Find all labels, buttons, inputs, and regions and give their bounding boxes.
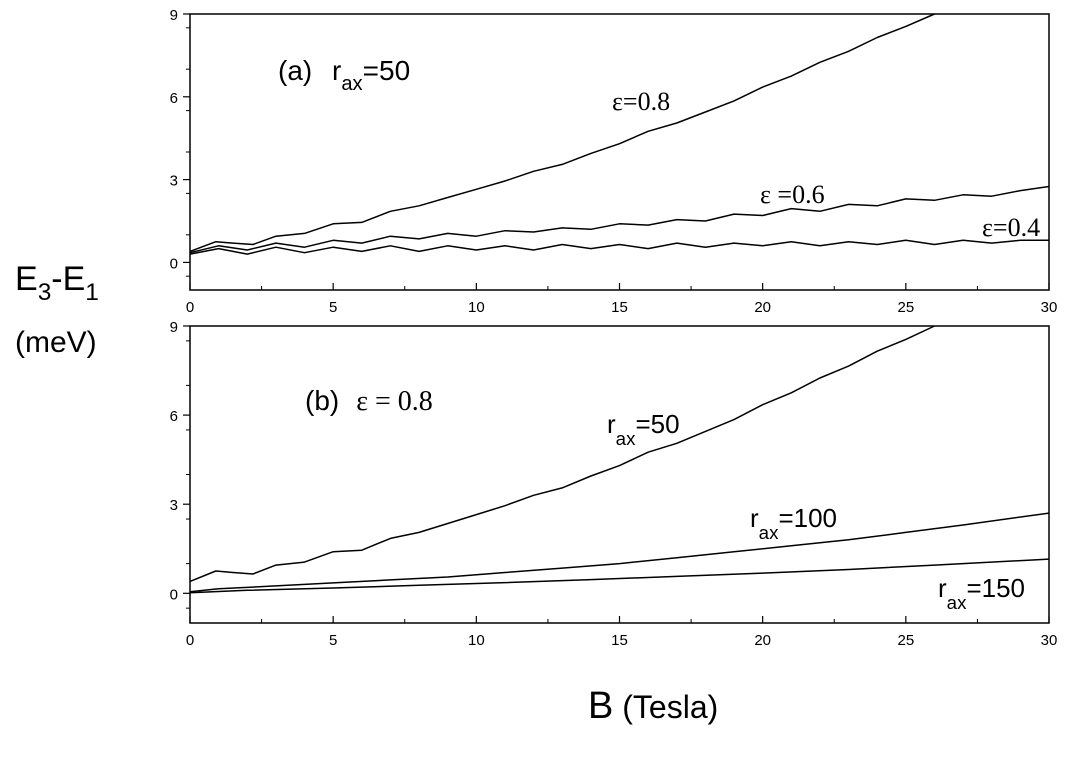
x-tick-label: 0 — [186, 299, 194, 316]
x-tick-label: 0 — [186, 632, 194, 649]
series-label-rax-50: rax=50 — [607, 409, 680, 449]
series-line-b-2 — [189, 558, 1050, 594]
x-tick-label: 15 — [611, 299, 628, 316]
series-line-b-1 — [189, 512, 1050, 593]
series-line-a-0 — [189, 13, 935, 253]
shared-x-axis-label: B (Tesla) — [588, 685, 718, 727]
series-label-rax-150: rax=150 — [938, 573, 1025, 613]
y-tick-label: 0 — [170, 255, 178, 272]
y-tick-label: 0 — [170, 586, 178, 603]
series-line-a-1 — [189, 185, 1050, 254]
series-label-eps-0.8: ε=0.8 — [612, 87, 670, 116]
x-tick-label: 10 — [468, 632, 485, 649]
panel-b-lines — [189, 325, 1050, 594]
x-tick-label: 15 — [611, 632, 628, 649]
x-tick-label: 25 — [897, 299, 914, 316]
series-line-b-0 — [189, 325, 935, 583]
x-tick-label: 25 — [897, 632, 914, 649]
series-label-rax-100: rax=100 — [750, 503, 837, 543]
y-tick-label: 9 — [170, 7, 178, 24]
shared-y-axis-unit: (meV) — [15, 326, 97, 359]
panel-a-plot: 0 5 10 15 20 25 30 0 3 6 9 (a) rax=50 ε=0.8 ε =0.6… — [170, 7, 1058, 316]
x-tick-label: 20 — [754, 299, 771, 316]
panel-b-plot: 0 5 10 15 20 25 30 0 3 6 9 (b) ε = 0.8 rax=50 rax=… — [170, 319, 1058, 649]
shared-y-axis-label: E3-E1 — [15, 260, 99, 306]
x-tick-label: 30 — [1041, 299, 1058, 316]
panel-b-annotation: (b) ε = 0.8 — [305, 385, 433, 417]
x-tick-label: 10 — [468, 299, 485, 316]
x-tick-label: 5 — [329, 632, 337, 649]
panel-a-lines — [189, 13, 1050, 255]
panel-b-ticks: 0 5 10 15 20 25 30 0 3 6 9 — [170, 319, 1058, 649]
series-label-eps-0.4: ε=0.4 — [982, 213, 1040, 242]
y-tick-label: 3 — [170, 173, 178, 190]
panel-a-ticks: 0 5 10 15 20 25 30 0 3 6 9 — [170, 7, 1058, 316]
x-tick-label: 30 — [1041, 632, 1058, 649]
x-tick-label: 5 — [329, 299, 337, 316]
y-tick-label: 3 — [170, 497, 178, 514]
y-tick-label: 9 — [170, 319, 178, 336]
y-tick-label: 6 — [170, 408, 178, 425]
series-line-a-2 — [189, 239, 1049, 255]
y-tick-label: 6 — [170, 90, 178, 107]
panel-a-annotation: (a) rax=50 — [278, 55, 410, 95]
series-label-eps-0.6: ε =0.6 — [760, 180, 825, 209]
x-tick-label: 20 — [754, 632, 771, 649]
